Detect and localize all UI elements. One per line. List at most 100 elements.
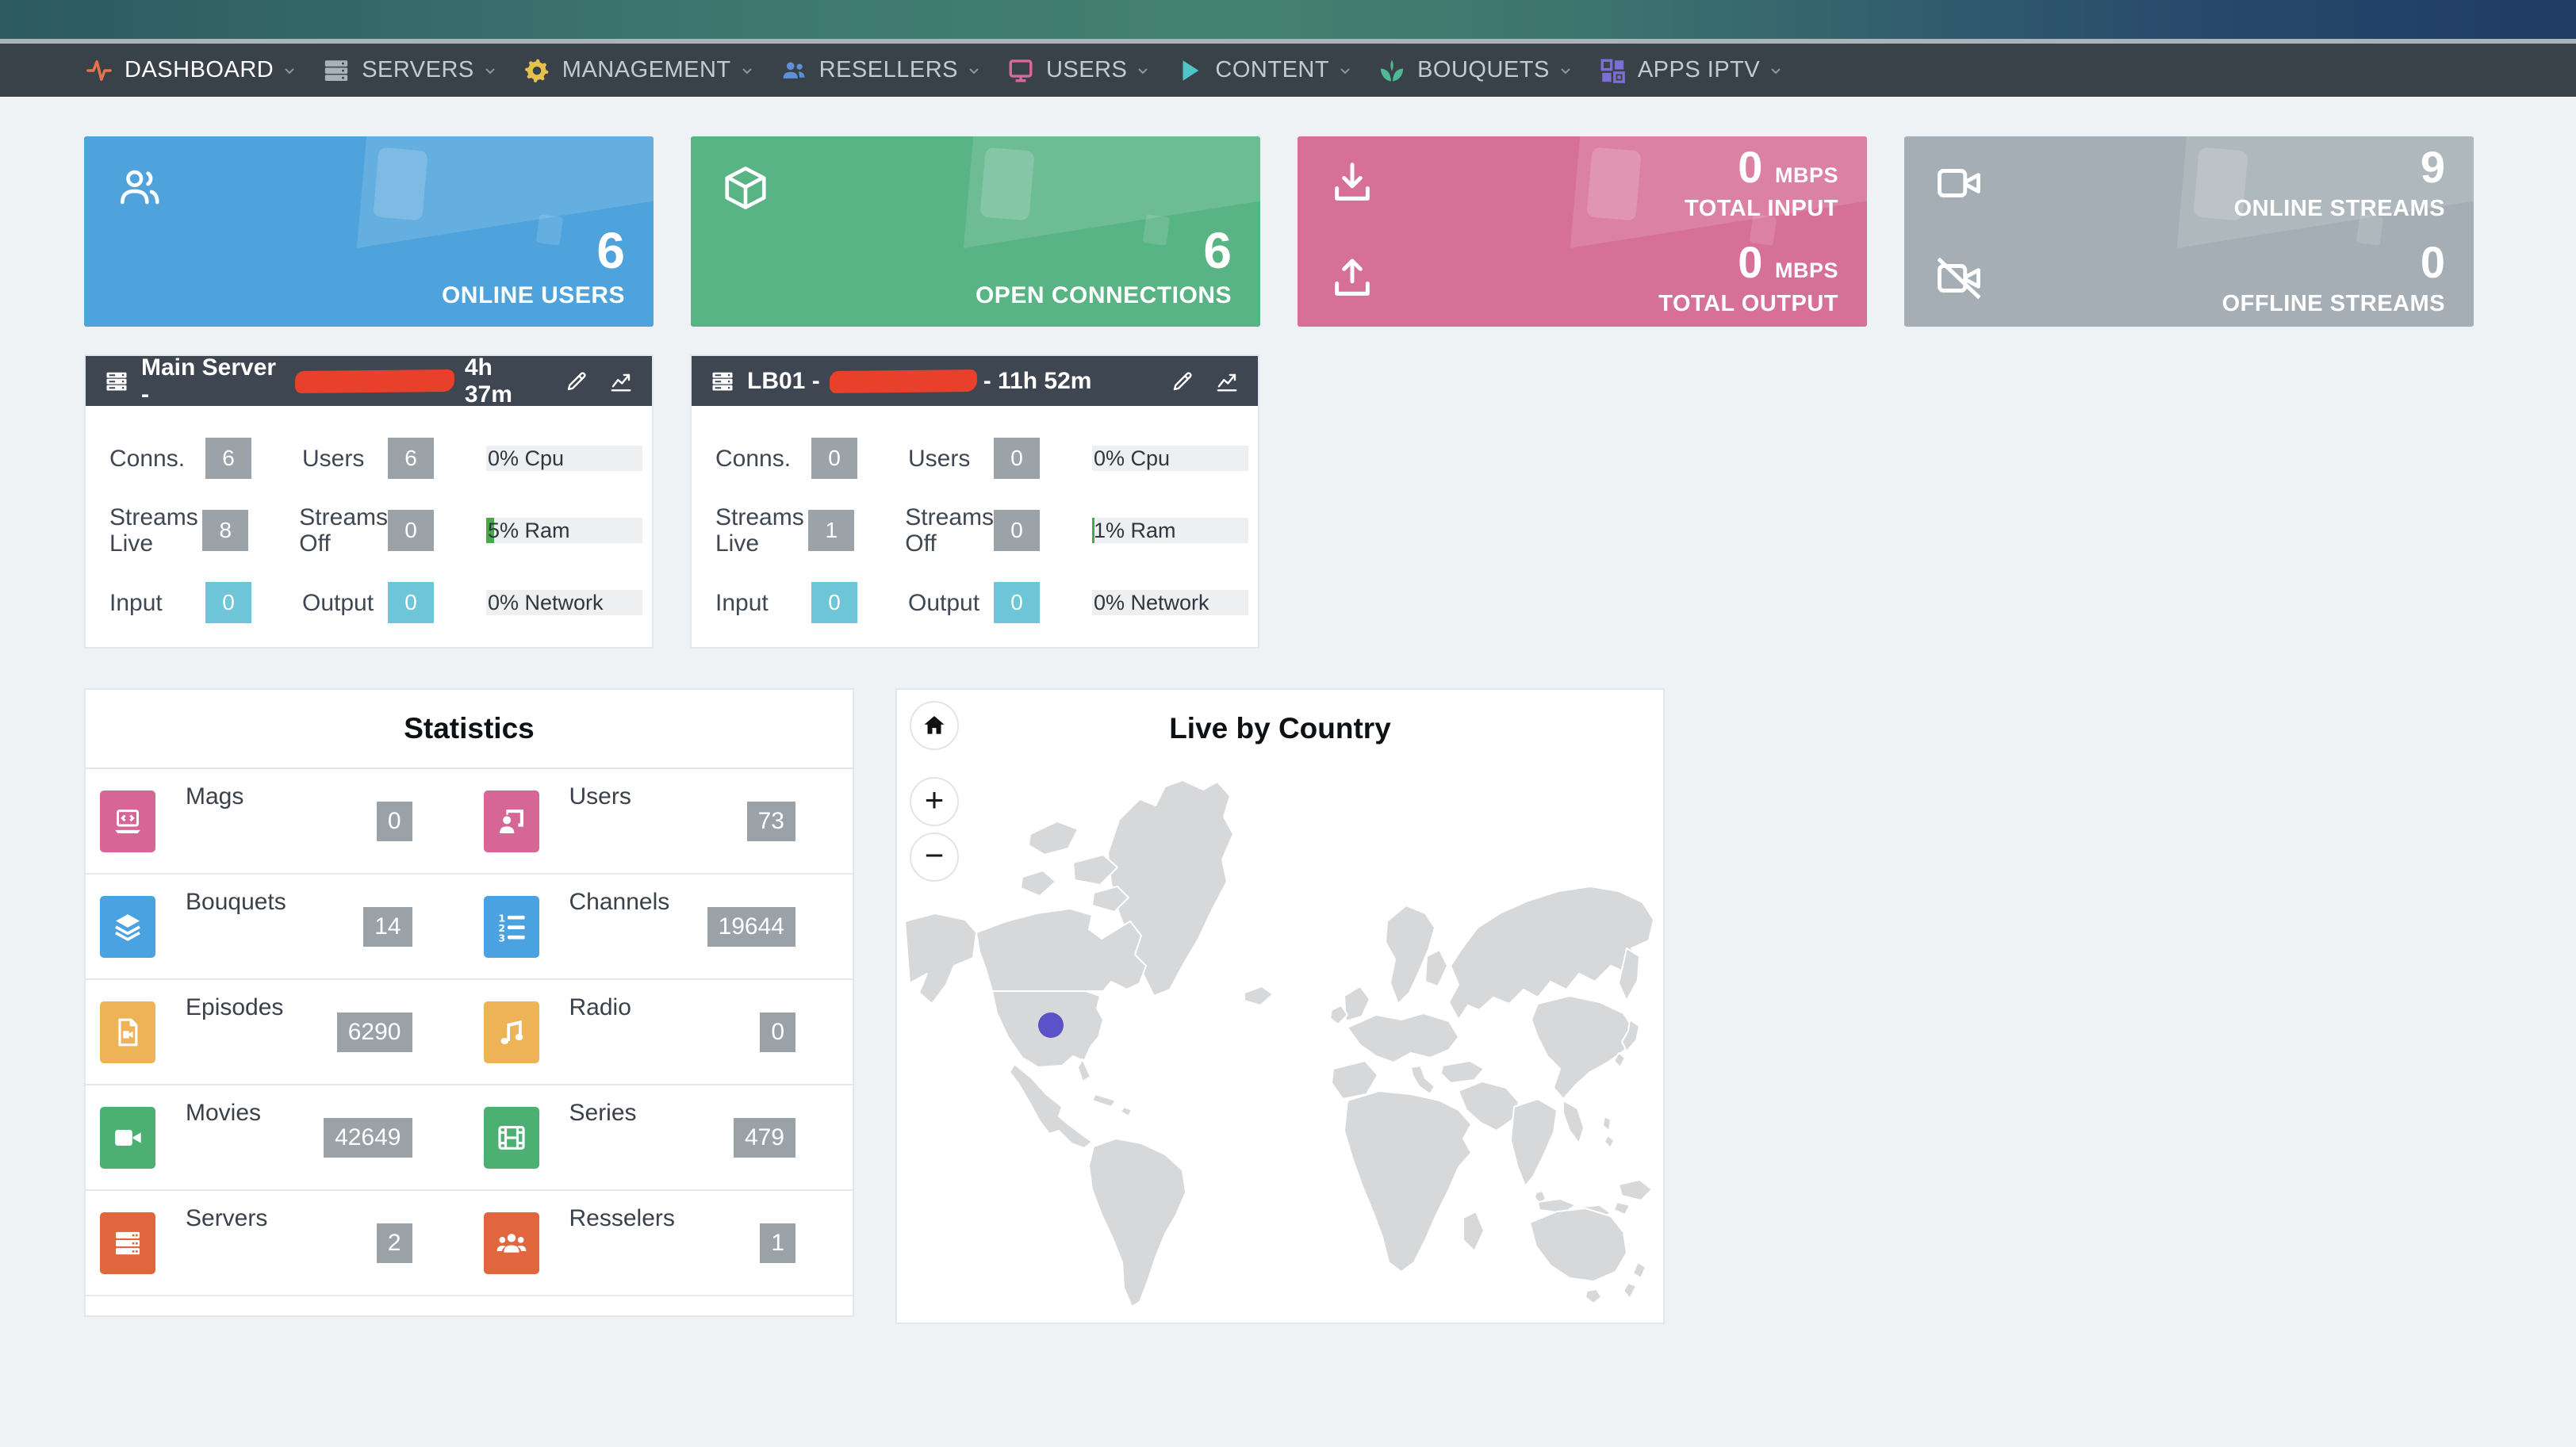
conns-label: Conns. xyxy=(109,445,186,472)
nav-item-apps-iptv[interactable]: APPS IPTV xyxy=(1585,44,1796,97)
server-chart-icon[interactable] xyxy=(1215,369,1239,393)
nav-item-label: CONTENT xyxy=(1215,57,1330,82)
edit-server-icon[interactable] xyxy=(565,369,588,393)
user-group-icon xyxy=(780,57,807,84)
play-icon xyxy=(1176,57,1203,84)
nav-item-dashboard[interactable]: DASHBOARD xyxy=(72,44,309,97)
server-name: Main Server - xyxy=(141,354,277,408)
top-gradient-bar xyxy=(0,0,2576,39)
home-icon xyxy=(924,716,945,734)
online-users-card: 6 ONLINE USERS xyxy=(84,136,654,327)
users-label: Users xyxy=(907,445,971,472)
nav-item-management[interactable]: MANAGEMENT xyxy=(510,44,767,97)
nav-item-resellers[interactable]: RESELLERS xyxy=(767,44,994,97)
stat-label: Movies xyxy=(186,1100,262,1126)
users-value: 0 xyxy=(994,438,1040,479)
nav-item-bouquets[interactable]: BOUQUETS xyxy=(1365,44,1585,97)
monitor-icon xyxy=(1007,57,1034,84)
streams-live-value: 1 xyxy=(808,510,855,551)
streams-off-label: Streams Off xyxy=(905,504,994,557)
cube-icon xyxy=(721,163,770,212)
server-stack-icon xyxy=(711,369,734,393)
server-stack-icon xyxy=(105,369,128,393)
top-separator-line xyxy=(0,39,2576,44)
map-zoom-in-button[interactable]: + xyxy=(910,777,959,826)
map-home-button[interactable] xyxy=(910,701,959,750)
video-icon xyxy=(1934,159,1984,208)
video-camera-icon xyxy=(100,1106,155,1169)
redacted-ip xyxy=(829,369,977,393)
chevron-down-icon xyxy=(1339,64,1351,77)
download-icon xyxy=(1328,159,1377,208)
nav-item-label: USERS xyxy=(1045,57,1128,82)
online-users-value: 6 xyxy=(596,221,625,279)
chevron-down-icon xyxy=(968,64,980,77)
world-map[interactable] xyxy=(903,758,1657,1318)
stat-value-badge: 479 xyxy=(733,1117,795,1158)
edit-server-icon[interactable] xyxy=(1171,369,1194,393)
stat-label: Resselers xyxy=(569,1205,675,1231)
input-value: 0 xyxy=(205,582,251,623)
statistics-panel: Statistics Mags 0 Users 73 Bouquets 14 1… xyxy=(84,688,854,1317)
streams-live-label: Streams Live xyxy=(715,504,804,557)
nav-item-label: RESELLERS xyxy=(818,57,958,82)
laptop-code-icon xyxy=(100,790,155,852)
lb01-server-header: LB01 - - 11h 52m xyxy=(692,356,1258,406)
main-navbar: DASHBOARD SERVERS MANAGEMENT RESELLERS U… xyxy=(0,44,2576,97)
users-label: Users xyxy=(301,445,365,472)
server-stack-icon xyxy=(323,57,350,84)
stat-label: Episodes xyxy=(186,994,284,1020)
streams-live-label: Streams Live xyxy=(109,504,198,557)
stat-value-badge: 2 xyxy=(376,1223,412,1263)
total-output-unit: MBPS xyxy=(1774,258,1838,282)
stat-value-badge: 42649 xyxy=(324,1117,412,1158)
conns-value: 0 xyxy=(811,438,857,479)
stat-item-resselers: Resselers 1 xyxy=(470,1191,853,1295)
online-users-label: ONLINE USERS xyxy=(441,282,625,308)
conns-value: 6 xyxy=(205,438,251,479)
server-uptime: 4h 37m xyxy=(464,354,512,408)
cpu-meter-label: 0% Cpu xyxy=(1094,446,1171,470)
conns-label: Conns. xyxy=(715,445,792,472)
nav-item-label: BOUQUETS xyxy=(1417,57,1550,82)
total-output-value: 0 xyxy=(1738,237,1763,287)
stat-label: Mags xyxy=(186,783,244,810)
apps-grid-icon xyxy=(1599,57,1626,84)
users-outline-icon xyxy=(114,163,163,212)
stat-label: Servers xyxy=(186,1205,268,1231)
stats-row-movies-series: Movies 42649 Series 479 xyxy=(86,1085,853,1191)
bandwidth-card: 0 MBPS TOTAL INPUT 0 MBPS TOTAL OUTPUT xyxy=(1298,136,1867,327)
film-icon xyxy=(483,1106,539,1169)
cpu-meter: 0% Cpu xyxy=(486,446,642,471)
offline-streams-label: OFFLINE STREAMS xyxy=(2221,291,2445,316)
svg-text:3: 3 xyxy=(498,932,505,943)
nav-item-content[interactable]: CONTENT xyxy=(1163,44,1365,97)
stat-item-mags: Mags 0 xyxy=(86,769,470,873)
server-chart-icon[interactable] xyxy=(609,369,633,393)
activity-icon xyxy=(86,57,113,84)
stat-cards-row: 6 ONLINE USERS 6 OPEN CONNECTIONS 0 MBPS… xyxy=(84,136,2474,327)
stat-value-badge: 19644 xyxy=(707,906,795,947)
stat-value-badge: 0 xyxy=(760,1012,795,1052)
user-frame-icon xyxy=(483,790,539,852)
nav-item-users[interactable]: USERS xyxy=(994,44,1163,97)
nav-item-servers[interactable]: SERVERS xyxy=(309,44,510,97)
streams-off-value: 0 xyxy=(994,510,1040,551)
live-by-country-panel: Live by Country + − xyxy=(895,688,1665,1324)
streams-off-label: Streams Off xyxy=(299,504,388,557)
statistics-title: Statistics xyxy=(404,712,535,745)
ram-meter-fill xyxy=(486,518,494,543)
stat-item-movies: Movies 42649 xyxy=(86,1085,470,1189)
total-input-value: 0 xyxy=(1738,142,1763,192)
gear-icon xyxy=(523,57,550,84)
main-server-header: Main Server - 4h 37m xyxy=(86,354,652,408)
chevron-down-icon xyxy=(1769,64,1782,77)
total-output-label: TOTAL OUTPUT xyxy=(1658,291,1838,316)
card-decoration xyxy=(373,147,428,221)
map-zoom-out-button[interactable]: − xyxy=(910,833,959,882)
open-connections-label: OPEN CONNECTIONS xyxy=(975,282,1232,308)
ram-meter: 5% Ram xyxy=(486,518,642,543)
